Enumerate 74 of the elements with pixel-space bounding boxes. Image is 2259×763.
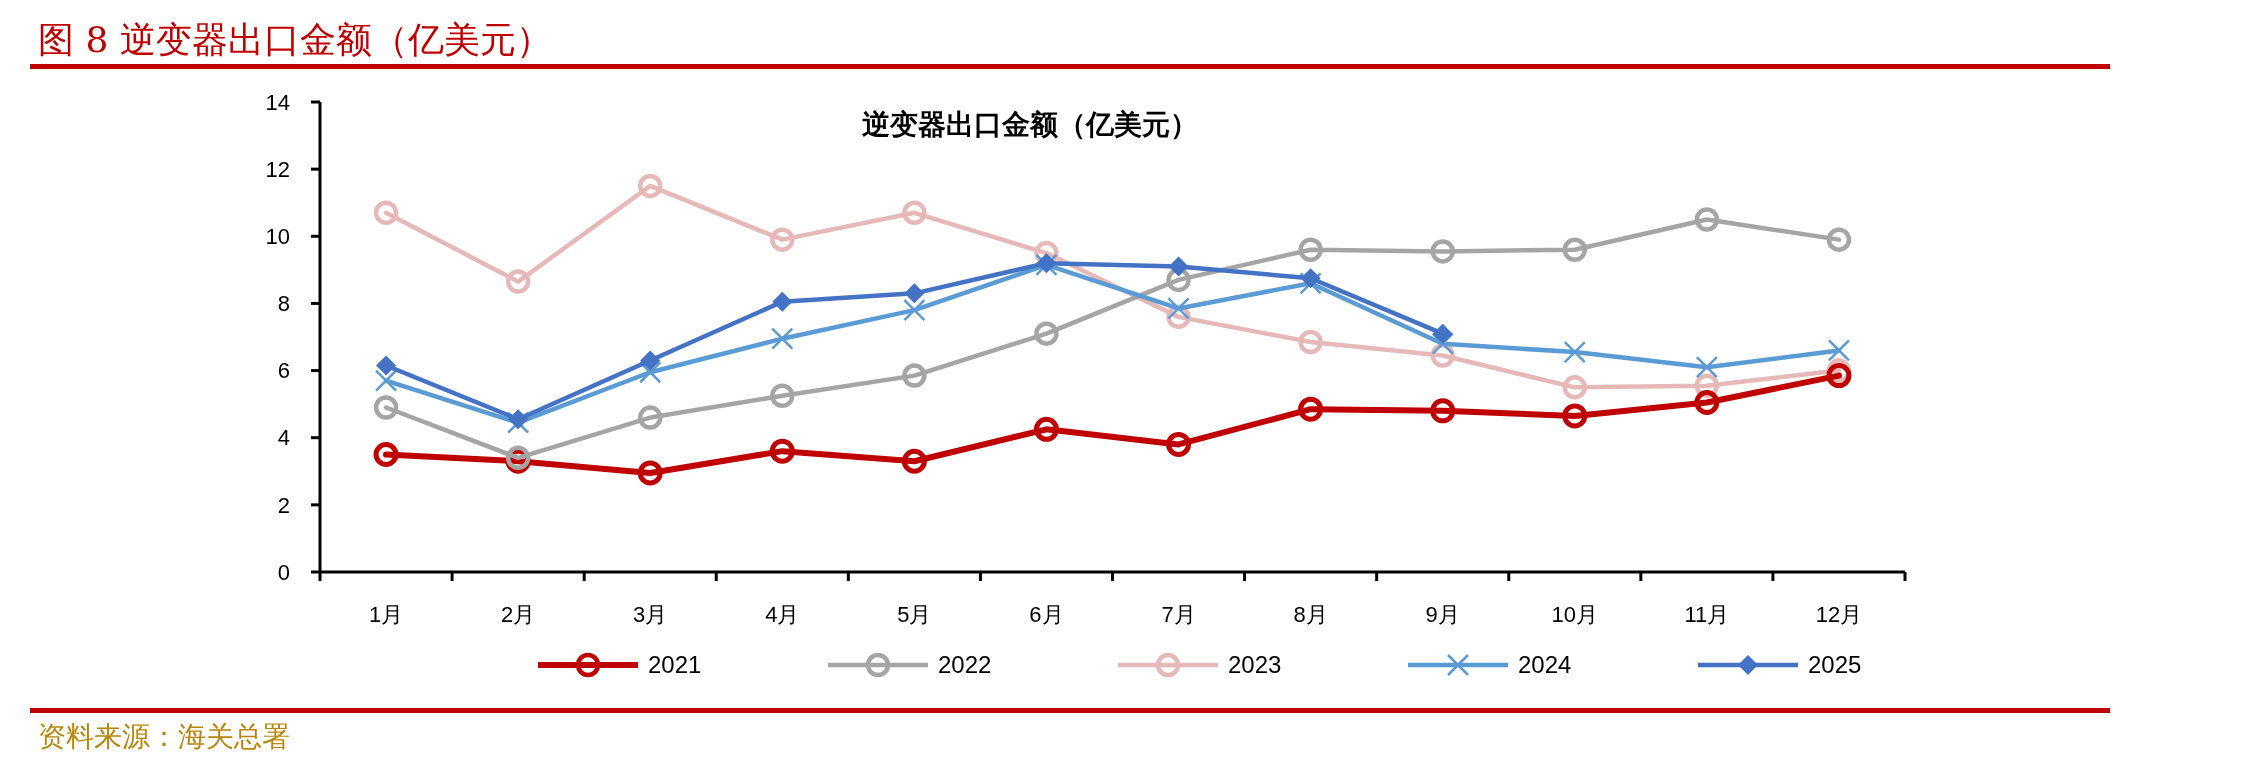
point xyxy=(1034,321,1059,346)
point xyxy=(902,200,927,226)
x-tick-label: 4月 xyxy=(765,602,800,627)
point xyxy=(1300,268,1321,289)
chart-title: 图 8 逆变器出口金额（亿美元） xyxy=(38,19,552,60)
point xyxy=(374,369,398,392)
y-tick-label: 12 xyxy=(265,156,290,182)
point xyxy=(903,298,926,322)
point xyxy=(769,438,795,464)
point xyxy=(1562,403,1588,429)
y-tick-label: 10 xyxy=(265,223,290,249)
point xyxy=(904,283,925,304)
point xyxy=(1298,237,1323,262)
point xyxy=(1826,363,1852,389)
x-tick-label: 7月 xyxy=(1161,602,1196,627)
x-tick-label: 12月 xyxy=(1815,602,1863,627)
y-tick-label: 0 xyxy=(277,559,290,585)
point xyxy=(637,460,663,486)
point xyxy=(1827,339,1851,362)
point xyxy=(640,350,661,371)
point xyxy=(770,227,795,252)
point xyxy=(638,361,662,384)
x-tick-label: 9月 xyxy=(1425,602,1460,627)
point xyxy=(1432,323,1453,344)
x-tick-label: 8月 xyxy=(1293,602,1328,627)
point xyxy=(1298,329,1323,355)
y-tick-label: 8 xyxy=(277,291,290,317)
point xyxy=(505,269,531,294)
point xyxy=(1033,416,1059,442)
text: 资料来源：海关总署 xyxy=(38,720,290,753)
legend-label: 2025 xyxy=(1808,651,1862,679)
x-tick-label: 5月 xyxy=(897,602,932,627)
y-tick-label: 4 xyxy=(277,425,290,451)
point xyxy=(1168,256,1189,277)
legend-label: 2023 xyxy=(1228,651,1282,679)
chart-subtitle: 逆变器出口金额（亿美元） xyxy=(862,108,1198,141)
point xyxy=(1694,207,1720,232)
point xyxy=(1298,396,1324,422)
point xyxy=(373,395,399,420)
point xyxy=(902,363,927,388)
legend-label: 2024 xyxy=(1518,651,1572,679)
y-tick-label: 14 xyxy=(265,89,290,115)
point xyxy=(1695,355,1719,379)
point xyxy=(376,355,397,376)
point xyxy=(770,383,795,408)
x-tick-label: 2月 xyxy=(501,602,536,627)
y-tick-label: 6 xyxy=(277,358,290,384)
x-tick-label: 3月 xyxy=(633,602,668,627)
x-tick-label: 11月 xyxy=(1684,602,1730,627)
y-tick-label: 2 xyxy=(277,492,290,518)
point xyxy=(1166,267,1191,293)
point xyxy=(1563,340,1587,364)
point xyxy=(901,448,927,474)
legend-label: 2021 xyxy=(648,651,702,679)
point xyxy=(637,173,663,199)
point xyxy=(1826,227,1852,252)
x-tick-label: 10月 xyxy=(1551,602,1599,627)
point xyxy=(1430,398,1456,424)
point xyxy=(1167,297,1190,320)
x-tick-label: 1月 xyxy=(368,602,404,627)
point xyxy=(1694,389,1720,415)
point xyxy=(1431,332,1454,355)
point xyxy=(1562,237,1588,262)
point xyxy=(1430,239,1455,264)
point xyxy=(637,405,663,430)
point xyxy=(771,327,794,350)
x-tick-label: 6月 xyxy=(1029,602,1064,627)
point xyxy=(1562,375,1588,400)
point xyxy=(1299,272,1322,295)
point xyxy=(373,442,399,467)
point xyxy=(772,291,793,312)
point xyxy=(1166,431,1192,457)
legend-label: 2022 xyxy=(938,651,992,679)
point xyxy=(373,200,399,226)
